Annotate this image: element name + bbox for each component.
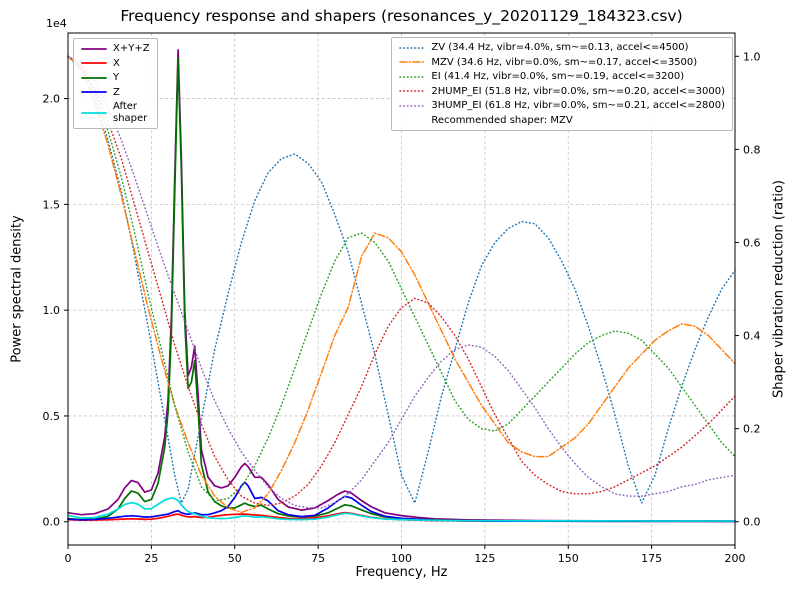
legend-item-ei: EI (41.4 Hz, vibr=0.0%, sm~=0.19, accel<… [399,71,725,83]
shaper-legend: ZV (34.4 Hz, vibr=4.0%, sm~=0.13, accel<… [391,37,733,131]
legend-item-label: Recommended shaper: MZV [431,114,573,126]
legend-line-sample [81,76,107,79]
x-tick-label: 0 [65,552,72,565]
series-line-x-y-z [67,49,736,522]
legend-item-label: EI (41.4 Hz, vibr=0.0%, sm~=0.19, accel<… [431,71,685,82]
legend-item-label: X [113,57,120,69]
legend-line-sample [399,104,426,107]
left-y-tick-label: 0.5 [43,410,61,423]
legend-line-sample [81,47,107,50]
left-y-tick-label: 2.0 [43,93,61,106]
shaper-series-group [67,55,736,514]
left-y-axis-label: Power spectral density [9,215,25,363]
legend-item-label: ZV (34.4 Hz, vibr=4.0%, sm~=0.13, accel<… [431,42,689,53]
legend-item-label: MZV (34.6 Hz, vibr=0.0%, sm~=0.17, accel… [431,56,698,68]
axis-ticks: 0 25 50 75 100 125 150 175 200 0.0 0.5 1.0 1.5 2.0 0.0… [43,50,761,565]
x-tick-label: 125 [474,552,495,565]
x-tick-label: 150 [558,552,579,565]
legend-item-label: 3HUMP_EI (61.8 Hz, vibr=0.0%, sm~=0.21, … [431,100,725,111]
legend-item-y: Y [81,72,150,84]
right-y-tick-label: 0.4 [743,330,761,343]
x-tick-label: 100 [391,552,412,565]
legend-line-sample [399,61,426,64]
legend-item-label: 2HUMP_EI (51.8 Hz, vibr=0.0%, sm~=0.20, … [431,85,725,97]
series-line-mzv [67,55,736,514]
legend-line-sample [399,90,426,93]
legend-blank-sample [399,115,425,125]
legend-line-sample [81,111,107,114]
series-line-z [67,481,736,523]
psd-legend: X+Y+Z X Y Z After shaper [73,38,158,129]
legend-item-label: After shaper [113,101,148,124]
series-line-after-shaper [67,497,736,522]
legend-item-x: X [81,58,150,70]
series-line-3hump-ei [67,55,736,509]
legend-item-label: X+Y+Z [113,43,150,54]
psd-series-group [67,49,736,523]
legend-item-mzv: MZV (34.6 Hz, vibr=0.0%, sm~=0.17, accel… [399,57,725,69]
x-tick-label: 25 [144,552,158,565]
right-y-tick-label: 0.6 [743,236,761,249]
x-tick-label: 200 [725,552,746,565]
legend-item-3hump-ei: 3HUMP_EI (61.8 Hz, vibr=0.0%, sm~=0.21, … [399,100,725,112]
legend-item-after-shaper: After shaper [81,101,150,124]
left-axis-offset-text: 1e4 [46,17,67,30]
legend-item-label: Y [113,72,120,83]
legend-item-label: Z [113,86,120,98]
right-y-tick-label: 1.0 [743,50,761,63]
series-line-2hump-ei [67,55,736,507]
legend-item-2hump-ei: 2HUMP_EI (51.8 Hz, vibr=0.0%, sm~=0.20, … [399,86,725,98]
right-y-axis-label: Shaper vibration reduction (ratio) [771,180,787,398]
legend-item-z: Z [81,87,150,99]
legend-item-zv: ZV (34.4 Hz, vibr=4.0%, sm~=0.13, accel<… [399,42,725,54]
legend-line-sample [81,91,107,94]
legend-line-sample [399,75,426,78]
series-line-zv [67,55,736,504]
legend-line-sample [399,46,426,49]
x-tick-label: 75 [311,552,325,565]
left-y-tick-label: 1.5 [43,198,61,211]
left-y-tick-label: 0.0 [43,516,61,529]
right-y-tick-label: 0.2 [743,423,761,436]
series-line-ei [67,55,736,502]
legend-line-sample [81,62,107,65]
chart-title: Frequency response and shapers (resonanc… [120,7,683,25]
right-y-tick-label: 0.8 [743,143,761,156]
right-y-tick-label: 0.0 [743,516,761,529]
left-y-tick-label: 1.0 [43,304,61,317]
x-tick-label: 175 [641,552,662,565]
legend-item-recommended-shaper: Recommended shaper: MZV [399,115,725,127]
x-tick-label: 50 [228,552,242,565]
legend-item-x-y-z: X+Y+Z [81,43,150,55]
x-axis-label: Frequency, Hz [355,565,448,580]
